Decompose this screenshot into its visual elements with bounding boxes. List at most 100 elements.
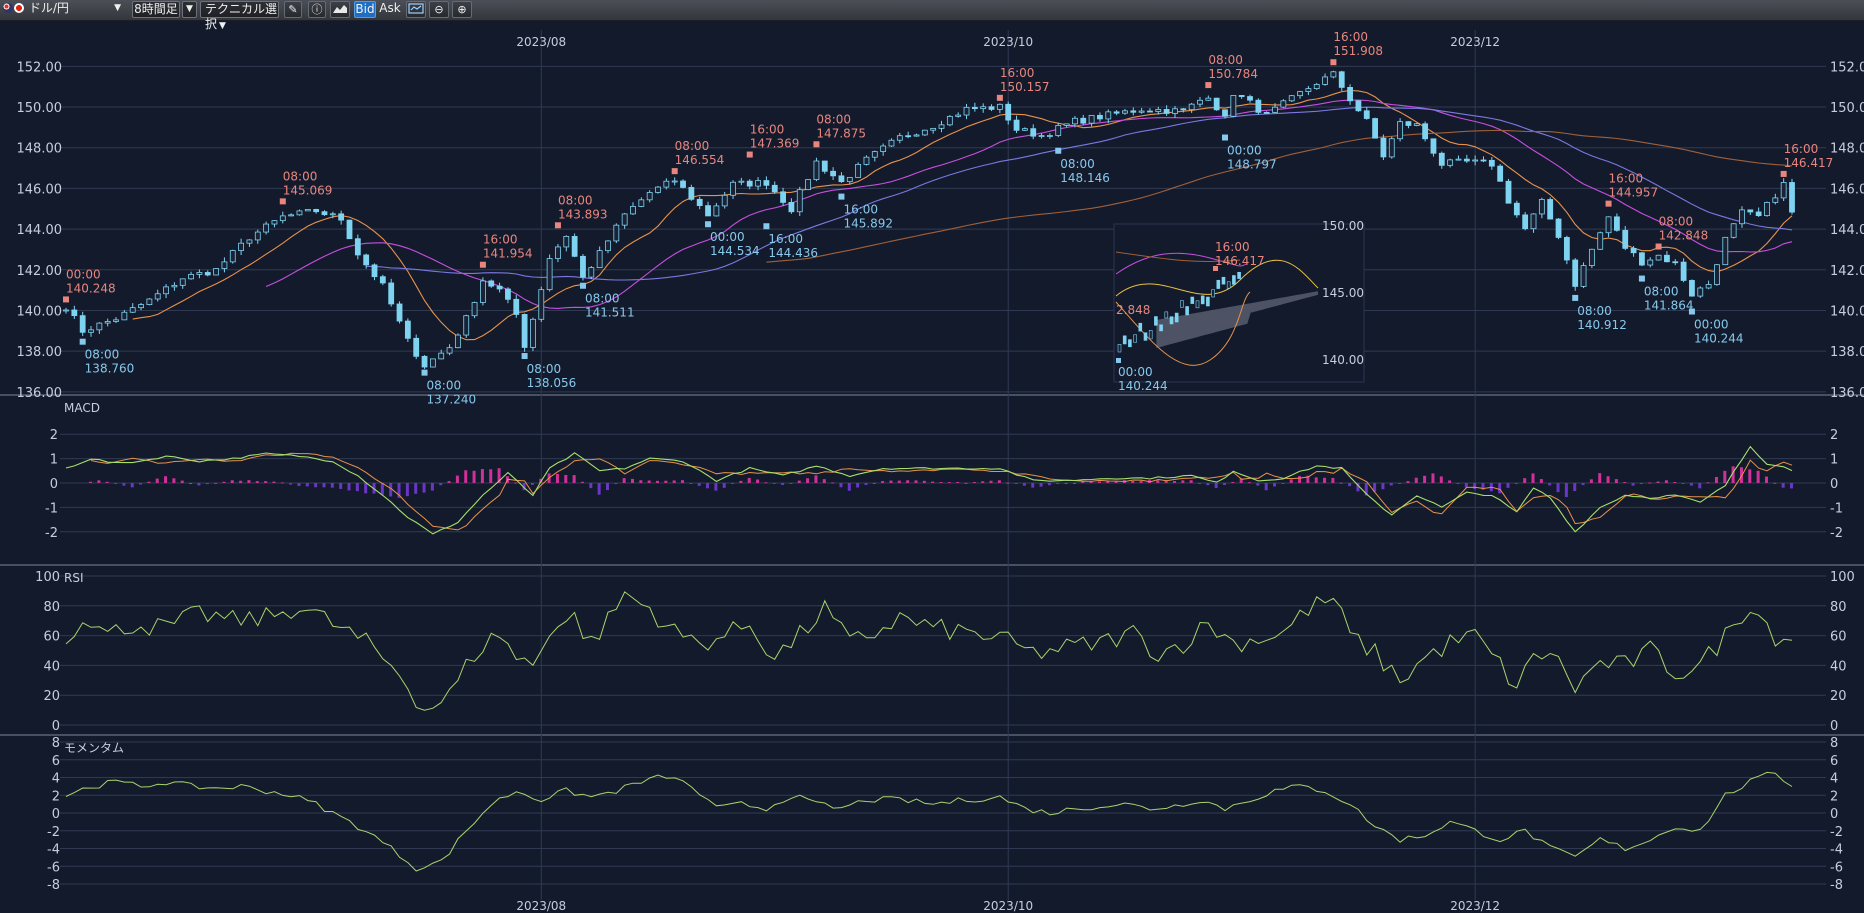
momentum-tick-label-right: -4	[1830, 843, 1843, 858]
high-marker	[1205, 82, 1212, 89]
candle-body	[1255, 99, 1262, 113]
macd-histogram-bar	[1506, 483, 1510, 488]
macd-histogram-bar	[1064, 482, 1068, 484]
period-button[interactable]	[406, 1, 426, 18]
high-marker-value: 146.554	[675, 153, 725, 167]
high-marker	[279, 198, 286, 205]
rsi-tick-label-right: 20	[1830, 689, 1847, 704]
macd-histogram-bar	[297, 483, 301, 487]
candle-body	[755, 180, 761, 187]
candle-body	[1080, 117, 1087, 124]
macd-histogram-bar	[155, 478, 159, 483]
candle-body	[963, 106, 970, 116]
price-tick-label-right: 136.00	[1830, 386, 1864, 401]
macd-histogram-bar	[789, 483, 793, 484]
zoom-out-button[interactable]: ⊖	[429, 1, 449, 18]
bid-button[interactable]: Bid	[354, 1, 376, 18]
low-marker	[1055, 147, 1062, 154]
candle-body	[254, 231, 261, 241]
candle-body	[921, 129, 928, 136]
macd-histogram-bar	[714, 483, 718, 491]
macd-tick-label-left: -2	[45, 526, 58, 541]
momentum-title: モメンタム	[64, 741, 124, 755]
high-marker	[1655, 243, 1662, 250]
macd-histogram-bar	[272, 481, 276, 483]
price-tick-label-right: 138.00	[1830, 345, 1864, 360]
info-button[interactable]: ⓘ	[308, 1, 326, 18]
macd-histogram-bar	[1231, 481, 1235, 483]
candle-body	[946, 115, 953, 126]
candle-body	[1155, 109, 1162, 112]
candle-body	[546, 258, 553, 291]
ask-button[interactable]: Ask	[378, 1, 402, 18]
candle-body	[1130, 110, 1137, 113]
candle-body	[1021, 128, 1028, 131]
macd-histogram-bar	[1072, 482, 1076, 484]
candle-body	[588, 267, 595, 278]
candle-body	[1180, 108, 1187, 111]
high-marker-time: 08:00	[1208, 53, 1243, 67]
candle-body	[1222, 109, 1228, 117]
candle-body	[388, 282, 395, 305]
candle-body	[1405, 121, 1412, 126]
low-marker-value: 137.240	[427, 393, 477, 407]
draw-tool-button[interactable]: ✎	[284, 1, 302, 18]
candle-body	[1455, 158, 1462, 161]
zoom-in-button[interactable]: ⊕	[452, 1, 472, 18]
candle-body	[421, 355, 428, 368]
chart-type-button[interactable]	[330, 1, 350, 18]
macd-histogram-bar	[1306, 475, 1310, 483]
chevron-down-icon: ▼	[219, 21, 226, 31]
candle-body	[1172, 108, 1178, 114]
candle-body	[646, 192, 653, 201]
chart-area[interactable]: 2023/08 2023/08 2023/10 2023/10 2023/12 2023/…	[0, 20, 1864, 913]
candle-body	[730, 181, 736, 196]
macd-histogram-bar	[756, 479, 760, 483]
us-flag-icon	[3, 3, 13, 13]
low-marker-time: 16:00	[843, 203, 878, 217]
macd-histogram-bar	[322, 483, 326, 488]
macd-histogram-bar	[130, 483, 134, 488]
price-tick-label-right: 146.00	[1830, 182, 1864, 197]
timeframe-selector[interactable]: 8時間足	[132, 1, 180, 18]
high-marker-value: 150.157	[1000, 80, 1050, 94]
timeframe-dropdown-button[interactable]: ▼	[182, 1, 197, 18]
candle-body	[896, 135, 903, 141]
macd-histogram-bar	[689, 483, 693, 484]
candle-body	[1639, 252, 1645, 266]
symbol-selector[interactable]: ドル/円 ▼	[3, 1, 121, 18]
macd-histogram-bar	[630, 478, 634, 483]
macd-histogram-bar	[1573, 483, 1577, 492]
price-tick-label-left: 152.00	[17, 60, 63, 75]
candle-body	[1305, 88, 1312, 92]
momentum-tick-label-left: -6	[47, 860, 60, 875]
technical-selector[interactable]: テクニカル選択 ▼	[200, 1, 279, 31]
macd-histogram-bar	[1614, 479, 1618, 483]
candle-body	[229, 250, 236, 263]
price-tick-label-right: 150.00	[1830, 101, 1864, 116]
macd-histogram-bar	[656, 480, 660, 483]
macd-histogram-bar	[1664, 480, 1668, 483]
candle-body	[1188, 103, 1195, 111]
high-marker-value: 144.957	[1609, 186, 1659, 200]
inset-candle	[1221, 276, 1226, 285]
candle-body	[1547, 199, 1554, 220]
low-marker	[79, 338, 86, 345]
macd-tick-label-right: -1	[1830, 501, 1843, 516]
rsi-tick-label-right: 60	[1830, 630, 1847, 645]
high-marker-value: 150.784	[1208, 67, 1258, 81]
symbol-label: ドル/円	[28, 1, 69, 15]
high-marker-value: 146.417	[1784, 156, 1834, 170]
candle-body	[955, 114, 962, 117]
candle-body	[1163, 109, 1170, 114]
inset-frame	[1113, 223, 1365, 383]
price-tick-label-left: 136.00	[17, 386, 63, 401]
momentum-tick-label-left: 6	[52, 754, 60, 769]
macd-histogram-bar	[647, 480, 651, 483]
inset-candle	[1138, 322, 1143, 332]
high-marker-value: 142.848	[1659, 229, 1709, 243]
macd-histogram-bar	[1281, 483, 1285, 484]
candle-body	[496, 285, 503, 290]
high-marker	[1780, 170, 1787, 177]
